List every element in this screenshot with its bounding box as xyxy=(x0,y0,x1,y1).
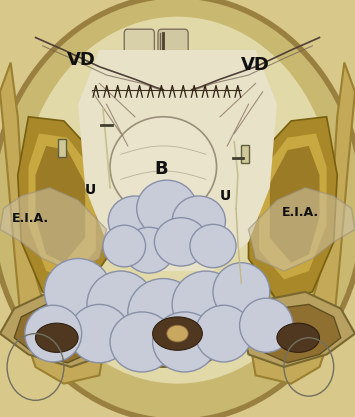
Ellipse shape xyxy=(153,317,202,350)
Ellipse shape xyxy=(172,196,225,246)
Ellipse shape xyxy=(25,305,82,362)
Polygon shape xyxy=(270,146,320,263)
Ellipse shape xyxy=(110,312,174,372)
Ellipse shape xyxy=(154,218,208,266)
Polygon shape xyxy=(78,50,277,271)
Text: E.I.A.: E.I.A. xyxy=(282,206,318,219)
Ellipse shape xyxy=(44,259,112,325)
Text: VD: VD xyxy=(67,51,96,70)
Polygon shape xyxy=(0,188,106,271)
Ellipse shape xyxy=(69,304,130,363)
Polygon shape xyxy=(248,63,355,384)
Text: U: U xyxy=(220,189,231,203)
Ellipse shape xyxy=(153,312,217,372)
Ellipse shape xyxy=(87,271,154,338)
FancyBboxPatch shape xyxy=(124,29,154,79)
Ellipse shape xyxy=(103,225,146,267)
Polygon shape xyxy=(131,304,220,363)
FancyBboxPatch shape xyxy=(58,139,66,157)
Ellipse shape xyxy=(195,305,252,362)
Polygon shape xyxy=(256,304,341,363)
Polygon shape xyxy=(18,117,106,300)
Ellipse shape xyxy=(240,298,293,352)
Ellipse shape xyxy=(108,196,162,246)
Text: VD: VD xyxy=(241,55,270,74)
Ellipse shape xyxy=(167,325,188,342)
FancyBboxPatch shape xyxy=(241,145,249,163)
Polygon shape xyxy=(0,292,114,367)
Text: B: B xyxy=(155,160,168,178)
Ellipse shape xyxy=(213,263,270,321)
FancyBboxPatch shape xyxy=(158,29,188,79)
Ellipse shape xyxy=(36,323,78,352)
Polygon shape xyxy=(0,63,106,384)
Ellipse shape xyxy=(190,224,236,268)
Polygon shape xyxy=(36,146,85,263)
Ellipse shape xyxy=(137,180,197,237)
Polygon shape xyxy=(28,133,96,279)
Polygon shape xyxy=(121,300,231,367)
Polygon shape xyxy=(248,188,355,271)
Ellipse shape xyxy=(277,323,320,352)
Polygon shape xyxy=(248,117,337,300)
Ellipse shape xyxy=(128,279,199,347)
Polygon shape xyxy=(259,133,327,279)
Ellipse shape xyxy=(21,17,334,384)
Ellipse shape xyxy=(172,271,240,338)
Ellipse shape xyxy=(124,227,174,273)
Text: U: U xyxy=(85,183,96,197)
Ellipse shape xyxy=(110,117,217,217)
Polygon shape xyxy=(14,304,99,363)
Text: E.I.A.: E.I.A. xyxy=(12,212,49,226)
Polygon shape xyxy=(241,292,355,367)
